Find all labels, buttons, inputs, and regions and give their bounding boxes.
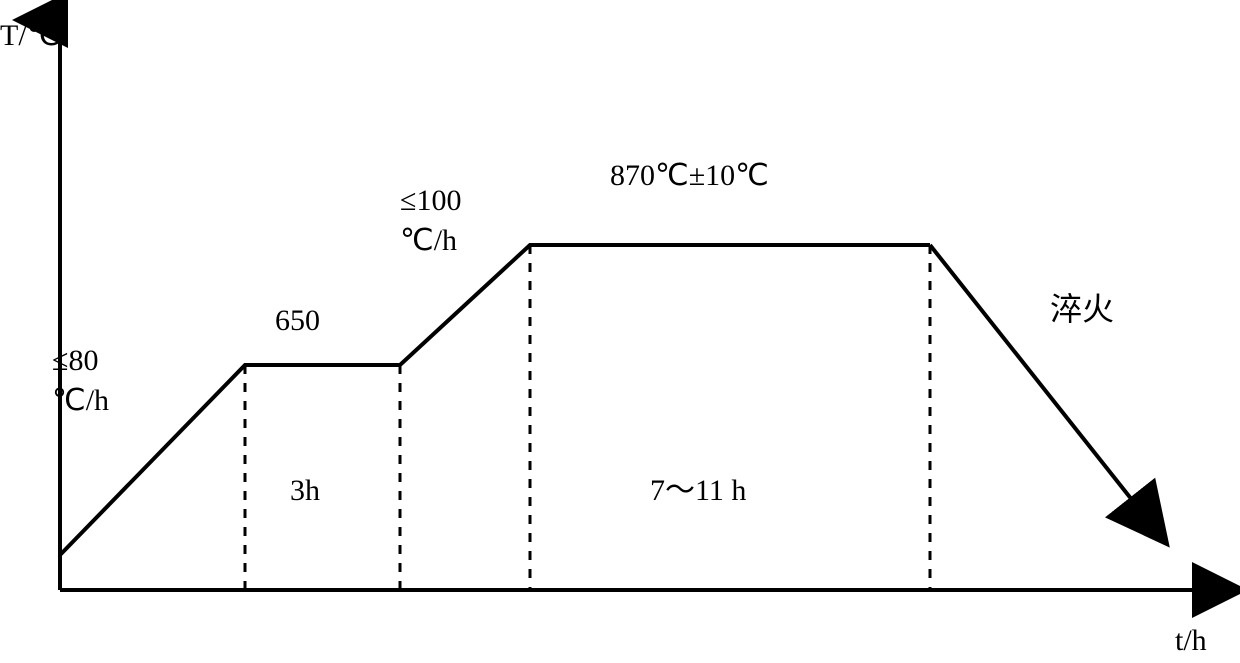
- ramp1-label-line1: ≤80: [52, 344, 98, 377]
- quench-label: 淬火: [1050, 291, 1114, 327]
- y-axis-label: T/℃: [0, 19, 60, 52]
- ramp2-label-line2: ℃/h: [400, 224, 457, 257]
- hold1-temp-label: 650: [275, 304, 320, 337]
- temperature-profile: [60, 245, 930, 555]
- x-axis-label: t/h: [1175, 624, 1207, 657]
- ramp2-label-line1: ≤100: [400, 184, 461, 217]
- hold2-temp-label: 870℃±10℃: [610, 159, 769, 192]
- ramp1-label-line2: ℃/h: [52, 384, 109, 417]
- hold2-dur-label: 7～11 h: [650, 474, 746, 507]
- heat-treatment-diagram: T/℃ t/h ≤80 ℃/h 650 ≤100 ℃/h 870℃±10℃ 淬火…: [0, 0, 1240, 663]
- quench-segment: [930, 245, 1140, 510]
- hold1-dur-label: 3h: [290, 474, 320, 507]
